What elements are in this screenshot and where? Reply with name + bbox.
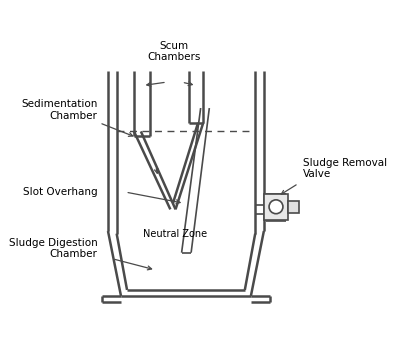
- Text: Sedimentation
Chamber: Sedimentation Chamber: [21, 99, 98, 121]
- Bar: [288, 201, 299, 213]
- Text: Scum
Chambers: Scum Chambers: [147, 40, 201, 62]
- Text: Sludge Digestion
Chamber: Sludge Digestion Chamber: [9, 238, 98, 259]
- Text: Slot Overhang: Slot Overhang: [23, 187, 98, 197]
- Circle shape: [269, 200, 283, 214]
- Bar: [264, 194, 288, 220]
- Text: Neutral Zone: Neutral Zone: [143, 229, 208, 239]
- Text: Sludge Removal
Valve: Sludge Removal Valve: [303, 158, 387, 180]
